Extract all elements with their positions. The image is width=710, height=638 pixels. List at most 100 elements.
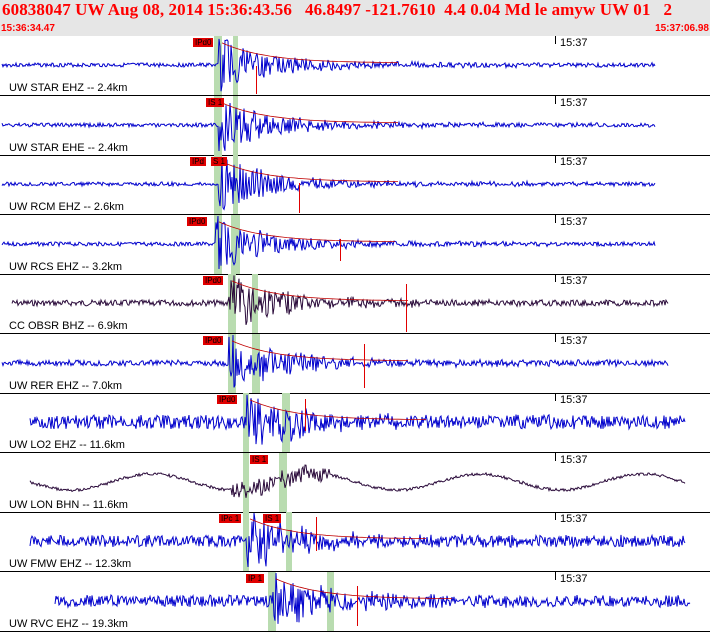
- pick-window-band: [231, 214, 240, 274]
- station-channel-label: CC OBSR BHZ -- 6.9km: [9, 320, 128, 332]
- pick-window-band: [252, 333, 260, 393]
- minute-time-label: 15:37: [560, 394, 588, 406]
- minute-time-label: 15:37: [560, 572, 588, 585]
- minute-tick: [555, 36, 556, 44]
- coda-envelope-line: [221, 102, 398, 123]
- minute-tick: [555, 95, 556, 104]
- minute-tick: [555, 512, 556, 520]
- station-channel-label: UW LO2 EHZ -- 11.6km: [9, 439, 125, 451]
- seismogram-panel: IP 1 15:37 UW RVC EHZ -- 19.3km: [0, 571, 710, 632]
- waveform-trace: [54, 572, 691, 624]
- coda-envelope-line: [249, 399, 426, 420]
- minute-time-label: 15:37: [560, 334, 588, 347]
- station-channel-label: UW FMW EHZ -- 12.3km: [9, 558, 132, 570]
- coda-duration-marker: [299, 183, 300, 213]
- minute-tick: [555, 393, 556, 401]
- phase-pick-flag[interactable]: IS 1: [263, 514, 282, 523]
- phase-pick-flag[interactable]: IPd0: [203, 335, 224, 345]
- coda-duration-marker: [364, 343, 365, 388]
- minute-tick: [555, 155, 556, 163]
- station-channel-label: UW LON BHN -- 11.6km: [9, 498, 128, 511]
- coda-envelope-line: [231, 280, 408, 301]
- phase-pick-flag[interactable]: IPd0: [187, 216, 208, 226]
- phase-pick-flag[interactable]: IS 1: [206, 97, 225, 107]
- phase-pick-flag[interactable]: IPd0: [217, 395, 238, 404]
- phase-pick-flag[interactable]: IPd: [190, 157, 207, 166]
- pick-window-band: [252, 274, 258, 333]
- waveform-line: [1, 157, 656, 211]
- waveform-trace: [1, 157, 656, 211]
- waveform-line: [29, 512, 686, 568]
- pick-window-band: [279, 452, 287, 512]
- pick-window-band: [243, 452, 249, 512]
- minute-tick: [555, 571, 556, 580]
- seismogram-panel: IPd0 15:37 UW LO2 EHZ -- 11.6km: [0, 393, 710, 453]
- minute-time-label: 15:37: [560, 275, 588, 287]
- phase-pick-flag[interactable]: IS 1: [250, 454, 269, 464]
- coda-duration-marker: [340, 238, 341, 261]
- waveform-line: [29, 394, 686, 445]
- coda-duration-marker: [357, 585, 358, 626]
- minute-time-label: 15:37: [560, 37, 588, 49]
- waveform-trace: [1, 38, 656, 92]
- waveform-trace: [29, 512, 686, 568]
- station-channel-label: UW STAR EHE -- 2.4km: [9, 141, 128, 154]
- coda-duration-marker: [256, 66, 257, 94]
- coda-envelope-line: [231, 340, 408, 361]
- seismogram-panel: IPd S 1 15:37 UW RCM EHZ -- 2.6km: [0, 155, 710, 215]
- seismogram-panel: IPd0 15:37 UW RCS EHZ -- 3.2km: [0, 214, 710, 275]
- coda-envelope-line: [249, 518, 426, 539]
- phase-pick-flag[interactable]: IPc 1: [219, 514, 242, 523]
- minute-tick: [555, 274, 556, 282]
- station-channel-label: UW STAR EHZ -- 2.4km: [9, 82, 128, 94]
- pick-window-band: [214, 95, 222, 155]
- station-channel-label: UW RCM EHZ -- 2.6km: [9, 201, 124, 213]
- event-title: 60838047 UW Aug 08, 2014 15:36:43.56 46.…: [2, 0, 673, 19]
- waveform-line: [54, 572, 691, 624]
- phase-pick-flag[interactable]: IP 1: [246, 573, 265, 583]
- minute-time-label: 15:37: [560, 513, 588, 525]
- waveform-trace: [1, 334, 669, 388]
- seismogram-panels: IPd0 15:37 UW STAR EHZ -- 2.4km IS 1 15:37 UW…: [0, 36, 710, 638]
- event-header: 60838047 UW Aug 08, 2014 15:36:43.56 46.…: [0, 0, 710, 36]
- seismogram-panel: IS 1 15:37 UW STAR EHE -- 2.4km: [0, 95, 710, 156]
- window-start-time: 15:36:34.47: [1, 23, 55, 34]
- seismogram-panel: IPd0 15:37 CC OBSR BHZ -- 6.9km: [0, 274, 710, 334]
- minute-tick: [555, 333, 556, 342]
- pick-window-band: [214, 36, 222, 95]
- phase-pick-flag[interactable]: IPd0: [193, 38, 214, 47]
- pick-window-band: [214, 214, 222, 274]
- pick-window-band: [233, 36, 238, 95]
- station-channel-label: UW RER EHZ -- 7.0km: [9, 379, 123, 392]
- pick-window-band: [282, 393, 290, 452]
- seismogram-panel: IPc 1 IS 1 15:37 UW FMW EHZ -- 12.3km: [0, 512, 710, 572]
- window-end-time: 15:37:06.98: [655, 23, 709, 34]
- minute-time-label: 15:37: [560, 96, 588, 109]
- waveform-line: [1, 102, 656, 151]
- coda-duration-marker: [316, 517, 317, 551]
- coda-envelope-line: [218, 221, 395, 242]
- minute-tick: [555, 214, 556, 223]
- station-channel-label: UW RCS EHZ -- 3.2km: [9, 260, 123, 273]
- seismogram-panel: IPd0 15:37 UW RER EHZ -- 7.0km: [0, 333, 710, 394]
- waveform-trace: [1, 215, 656, 269]
- waveform-trace: [11, 275, 669, 326]
- coda-duration-marker: [406, 284, 407, 332]
- pick-window-band: [286, 512, 292, 571]
- coda-duration-marker: [305, 399, 306, 431]
- phase-pick-flag[interactable]: S 1: [211, 157, 228, 166]
- minute-tick: [555, 452, 556, 461]
- waveform-line: [29, 464, 686, 498]
- pick-window-band: [228, 274, 236, 333]
- seismogram-panel: IS 1 15:37 UW LON BHN -- 11.6km: [0, 452, 710, 513]
- waveform-trace: [1, 102, 656, 151]
- minute-time-label: 15:37: [560, 215, 588, 228]
- minute-time-label: 15:37: [560, 453, 588, 466]
- seismogram-panel: IPd0 15:37 UW STAR EHZ -- 2.4km: [0, 36, 710, 96]
- waveform-line: [1, 215, 656, 269]
- coda-envelope-line: [275, 578, 452, 599]
- waveform-line: [1, 334, 669, 388]
- coda-envelope-line: [221, 161, 398, 182]
- phase-pick-flag[interactable]: IPd0: [203, 276, 224, 285]
- waveform-trace: [29, 394, 686, 445]
